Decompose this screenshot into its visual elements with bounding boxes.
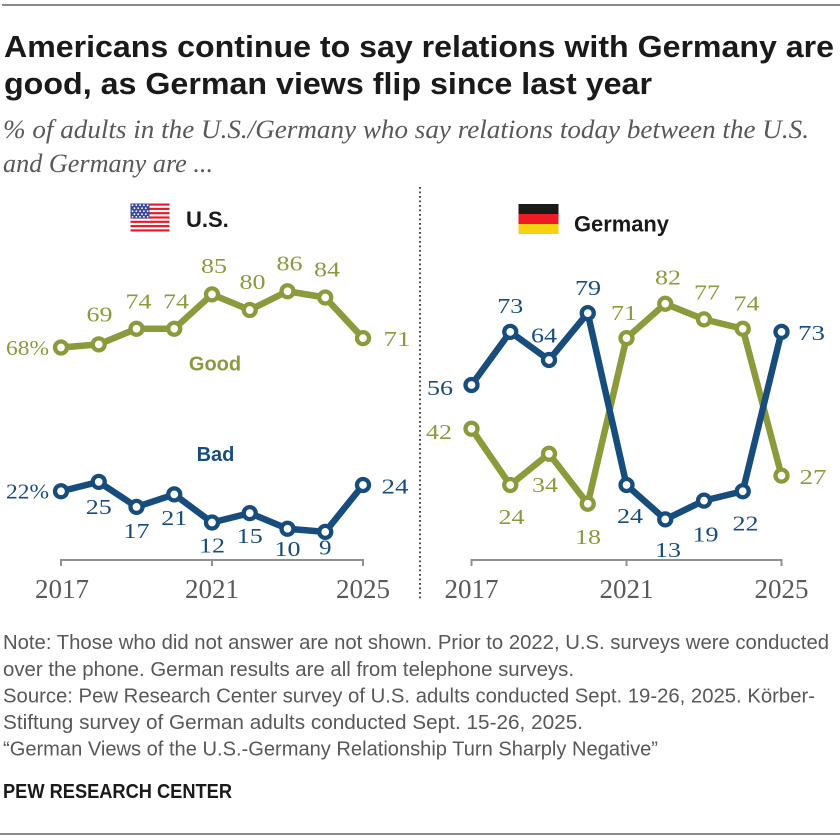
- svg-text:56: 56: [427, 376, 453, 400]
- svg-text:Americans continue to say rela: Americans continue to say relations with…: [4, 29, 834, 64]
- svg-text:Stiftung survey of German adul: Stiftung survey of German adults conduct…: [3, 711, 583, 734]
- svg-text:24: 24: [382, 475, 410, 499]
- svg-text:Good: Good: [189, 354, 241, 376]
- svg-text:71: 71: [384, 327, 411, 351]
- svg-text:and Germany are ...: and Germany are ...: [3, 149, 213, 178]
- svg-text:34: 34: [532, 473, 559, 497]
- svg-text:69: 69: [87, 303, 113, 327]
- svg-text:82: 82: [655, 266, 681, 290]
- svg-text:80: 80: [240, 270, 266, 294]
- svg-text:77: 77: [694, 281, 720, 305]
- svg-text:13: 13: [655, 538, 681, 562]
- svg-text:25: 25: [86, 495, 112, 519]
- svg-text:15: 15: [237, 524, 263, 548]
- svg-text:2017: 2017: [35, 574, 89, 604]
- svg-text:2025: 2025: [336, 574, 390, 604]
- svg-text:17: 17: [124, 519, 150, 543]
- svg-text:Germany: Germany: [574, 212, 670, 237]
- svg-text:71: 71: [611, 301, 637, 325]
- svg-text:24: 24: [499, 505, 526, 529]
- svg-text:68%: 68%: [6, 336, 49, 360]
- svg-text:73: 73: [798, 321, 825, 345]
- svg-text:2025: 2025: [755, 574, 809, 604]
- svg-text:18: 18: [575, 525, 601, 549]
- svg-text:% of adults in the U.S./German: % of adults in the U.S./Germany who say …: [3, 115, 809, 144]
- svg-text:86: 86: [277, 252, 303, 276]
- svg-text:12: 12: [199, 534, 225, 558]
- svg-text:2017: 2017: [445, 574, 499, 604]
- svg-text:73: 73: [497, 294, 523, 318]
- svg-text:21: 21: [161, 506, 187, 530]
- svg-text:19: 19: [693, 523, 719, 547]
- svg-text:Bad: Bad: [197, 444, 235, 466]
- svg-text:79: 79: [575, 276, 601, 300]
- svg-text:U.S.: U.S.: [186, 207, 229, 232]
- svg-text:22: 22: [733, 512, 759, 536]
- svg-text:good, as German views flip sin: good, as German views flip since last ye…: [4, 66, 652, 101]
- svg-text:42: 42: [426, 420, 452, 444]
- svg-text:22%: 22%: [6, 480, 49, 504]
- svg-text:PEW RESEARCH CENTER: PEW RESEARCH CENTER: [3, 780, 232, 803]
- svg-text:74: 74: [163, 290, 190, 314]
- svg-text:over the phone. German results: over the phone. German results are all f…: [3, 658, 574, 681]
- svg-text:2021: 2021: [600, 574, 654, 604]
- svg-text:85: 85: [201, 254, 227, 278]
- svg-text:2021: 2021: [185, 574, 239, 604]
- svg-text:74: 74: [734, 292, 761, 316]
- svg-text:27: 27: [800, 465, 827, 489]
- svg-text:Source: Pew Research Center su: Source: Pew Research Center survey of U.…: [3, 685, 815, 708]
- svg-text:Note: Those who did not answer: Note: Those who did not answer are not s…: [3, 631, 829, 654]
- svg-text:9: 9: [319, 536, 332, 560]
- svg-text:64: 64: [531, 324, 558, 348]
- svg-text:10: 10: [275, 537, 301, 561]
- svg-text:24: 24: [617, 504, 644, 528]
- svg-text:“German Views of the U.S.-Germ: “German Views of the U.S.-Germany Relati…: [3, 738, 658, 761]
- svg-text:84: 84: [314, 258, 341, 282]
- svg-text:74: 74: [126, 290, 153, 314]
